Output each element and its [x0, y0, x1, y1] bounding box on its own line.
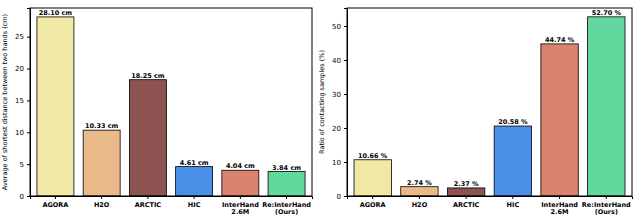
tick-label: 25 [15, 33, 24, 41]
data-label: 20.58 % [498, 118, 528, 126]
bar [176, 167, 213, 196]
tick: 50 [332, 23, 347, 31]
bar [401, 187, 438, 196]
tick: 5 [20, 161, 30, 169]
tick: 30 [332, 91, 347, 99]
tick-label: HIC [188, 201, 201, 209]
tick: InterHand2.6M [541, 196, 578, 216]
tick: 15 [15, 97, 30, 105]
tick-label: AGORA [360, 201, 386, 209]
tick-label: InterHand2.6M [541, 201, 578, 216]
tick-label: 40 [332, 57, 341, 65]
tick-label: InterHand2.6M [222, 201, 259, 216]
tick-label: 5 [20, 161, 24, 169]
data-label: 3.84 cm [272, 164, 301, 172]
data-label: 44.74 % [545, 36, 575, 44]
tick: AGORA [42, 196, 68, 209]
data-label: 2.37 % [454, 180, 479, 188]
bar [129, 80, 166, 196]
bars [354, 17, 625, 196]
plot-frame [347, 8, 632, 196]
bar [37, 17, 74, 196]
axis-line [31, 197, 313, 200]
y-axis-title: Average of shortest distance between two… [1, 14, 9, 190]
data-label: 2.74 % [407, 179, 432, 187]
tick-label: AGORA [42, 201, 68, 209]
axis-line [348, 197, 633, 200]
data-label: 10.66 % [358, 152, 388, 160]
tick: Re:InterHand(Ours) [582, 196, 631, 216]
figure: 0 5 10 15 20 25 AGORA H2O ARCTIC HIC InterHand2.6M… [0, 0, 640, 222]
tick-label: Re:InterHand(Ours) [262, 201, 311, 216]
tick: 0 [20, 193, 30, 201]
bar [447, 188, 484, 196]
bar [541, 44, 578, 196]
tick-label: Re:InterHand(Ours) [582, 201, 631, 216]
tick: HIC [188, 196, 201, 209]
tick-label: 30 [332, 91, 341, 99]
tick: 0 [337, 193, 347, 201]
data-label: 4.61 cm [180, 159, 209, 167]
tick-label: ARCTIC [135, 201, 162, 209]
tick-label: HIC [507, 201, 520, 209]
tick-label: H2O [94, 201, 110, 209]
bars [37, 17, 305, 196]
tick: 10 [15, 129, 30, 137]
chart: 0 10 20 30 40 50 AGORA H2O ARCTIC HIC InterHand2.6… [318, 8, 633, 216]
bar [354, 160, 391, 196]
tick: H2O [94, 196, 110, 209]
tick: ARCTIC [453, 196, 480, 209]
data-label: 18.25 cm [131, 72, 165, 80]
x-axis: AGORA H2O ARCTIC HIC InterHand2.6M Re:InterHa… [348, 196, 633, 216]
plot-frame [30, 8, 312, 196]
tick: 20 [15, 65, 30, 73]
tick: 25 [15, 33, 30, 41]
bar [268, 172, 305, 196]
data-label: 10.33 cm [85, 122, 119, 130]
tick-label: 10 [15, 129, 24, 137]
bar [494, 126, 531, 196]
y-axis-title: Ratio of contacting samples (%) [318, 50, 326, 154]
tick-label: 50 [332, 23, 341, 31]
tick: H2O [412, 196, 428, 209]
tick-label: H2O [412, 201, 428, 209]
tick: Re:InterHand(Ours) [262, 196, 311, 216]
tick-label: 0 [337, 193, 341, 201]
chart: 0 5 10 15 20 25 AGORA H2O ARCTIC HIC InterHand2.6M… [1, 8, 313, 216]
bar [588, 17, 625, 196]
tick: InterHand2.6M [222, 196, 259, 216]
tick-label: ARCTIC [453, 201, 480, 209]
bar [83, 130, 120, 196]
tick-label: 0 [20, 193, 24, 201]
y-axis: 0 5 10 15 20 25 [15, 9, 30, 201]
tick-label: 15 [15, 97, 24, 105]
bar [222, 170, 259, 196]
tick-label: 20 [15, 65, 24, 73]
tick: 40 [332, 57, 347, 65]
tick-label: 20 [332, 125, 341, 133]
data-label: 4.04 cm [226, 162, 255, 170]
data-label: 28.10 cm [39, 9, 73, 17]
tick: ARCTIC [135, 196, 162, 209]
tick: 20 [332, 125, 347, 133]
tick: 10 [332, 159, 347, 167]
tick: AGORA [360, 196, 386, 209]
data-label: 52.70 % [592, 9, 622, 17]
tick-label: 10 [332, 159, 341, 167]
tick: HIC [507, 196, 520, 209]
y-axis: 0 10 20 30 40 50 [332, 9, 347, 201]
x-axis: AGORA H2O ARCTIC HIC InterHand2.6MRe:InterHa… [31, 196, 313, 216]
